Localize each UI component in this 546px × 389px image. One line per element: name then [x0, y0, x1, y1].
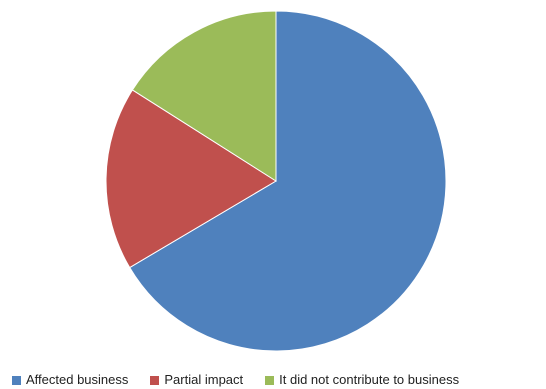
legend-item-did-not-contribute: It did not contribute to business [265, 372, 459, 388]
legend-label-affected-business: Affected business [26, 372, 129, 387]
legend-label-did-not-contribute: It did not contribute to business [279, 372, 460, 387]
legend-label-partial-impact: Partial impact [164, 372, 244, 387]
legend-item-partial-impact: Partial impact [150, 372, 243, 388]
pie-slice-it-did-not-contribute-to-business [131, 10, 277, 182]
legend-swatch-affected-business [12, 375, 21, 385]
pie-slice-partial-impact [105, 89, 277, 269]
pie-slice-affected-business [128, 10, 447, 352]
legend-item-affected-business: Affected business [12, 372, 128, 388]
legend-swatch-partial-impact [150, 375, 160, 385]
legend-swatch-did-not-contribute [265, 375, 275, 385]
chart-legend: Affected business Partial impact It did … [0, 372, 546, 388]
